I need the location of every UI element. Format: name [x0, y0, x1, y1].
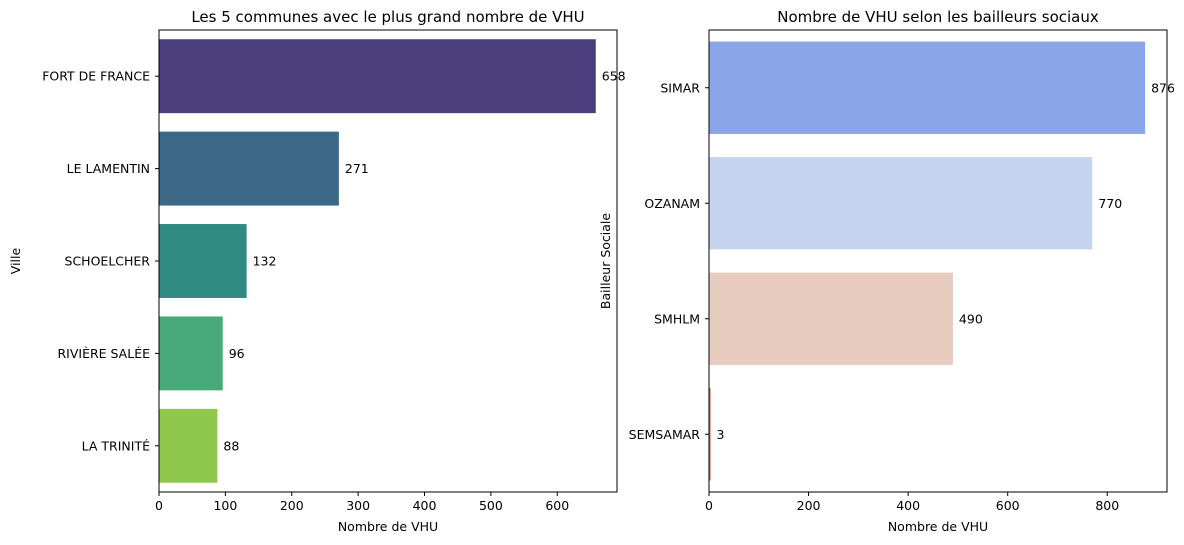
bar-2	[159, 131, 339, 206]
bar-2	[709, 157, 1093, 250]
y-tick-label: LE LAMENTIN	[67, 161, 150, 176]
y-tick-label: LA TRINITÉ	[82, 438, 150, 453]
x-tick-label: 500	[479, 498, 503, 513]
bar-4	[159, 316, 223, 391]
y-tick-label: RIVIÈRE SALÉE	[57, 346, 150, 361]
y-tick-label: SEMSAMAR	[629, 427, 701, 442]
data-label: 876	[1151, 80, 1175, 95]
chart-panel-2: 876 SIMAR 770 OZANAM 490 SMHLM 3 SEMSAMAR 0 200 40…	[598, 8, 1175, 534]
bar-1	[159, 39, 596, 114]
chart-title: Nombre de VHU selon les bailleurs sociau…	[777, 8, 1099, 26]
bar-3	[159, 224, 247, 298]
y-axis-label: Ville	[8, 248, 23, 275]
x-axis-label: Nombre de VHU	[338, 519, 438, 534]
data-label: 658	[602, 69, 626, 84]
x-axis-label: Nombre de VHU	[888, 519, 988, 534]
axes-frame	[158, 29, 618, 493]
x-tick-label: 800	[1095, 498, 1119, 513]
data-label: 271	[345, 161, 369, 176]
x-tick-label: 0	[155, 498, 163, 513]
bar-4	[709, 388, 711, 481]
chart-panel-1: 658 FORT DE FRANCE 271 LE LAMENTIN 132 SCHOEL…	[8, 8, 626, 534]
x-tick-label: 0	[705, 498, 713, 513]
x-tick-label: 600	[996, 498, 1020, 513]
bar-5	[159, 408, 218, 483]
bar-1	[709, 41, 1146, 134]
y-tick-label: OZANAM	[644, 196, 700, 211]
y-tick-label: FORT DE FRANCE	[42, 69, 150, 84]
y-tick-label: SMHLM	[654, 311, 700, 326]
data-label: 770	[1098, 196, 1122, 211]
x-tick-label: 200	[280, 498, 304, 513]
data-label: 490	[959, 311, 983, 326]
x-tick-label: 600	[545, 498, 569, 513]
data-label: 96	[229, 346, 245, 361]
bar-3	[709, 272, 953, 365]
x-tick-label: 300	[346, 498, 370, 513]
data-label: 3	[716, 427, 724, 442]
data-label: 88	[223, 438, 239, 453]
chart-title: Les 5 communes avec le plus grand nombre…	[191, 8, 584, 26]
axes-frame	[708, 29, 1168, 493]
x-tick-label: 200	[797, 498, 821, 513]
x-tick-label: 400	[413, 498, 437, 513]
x-tick-label: 400	[896, 498, 920, 513]
y-tick-label: SCHOELCHER	[65, 254, 151, 269]
x-tick-label: 100	[213, 498, 237, 513]
y-tick-label: SIMAR	[660, 80, 700, 95]
data-label: 132	[253, 254, 277, 269]
y-axis-label: Bailleur Sociale	[598, 213, 613, 309]
